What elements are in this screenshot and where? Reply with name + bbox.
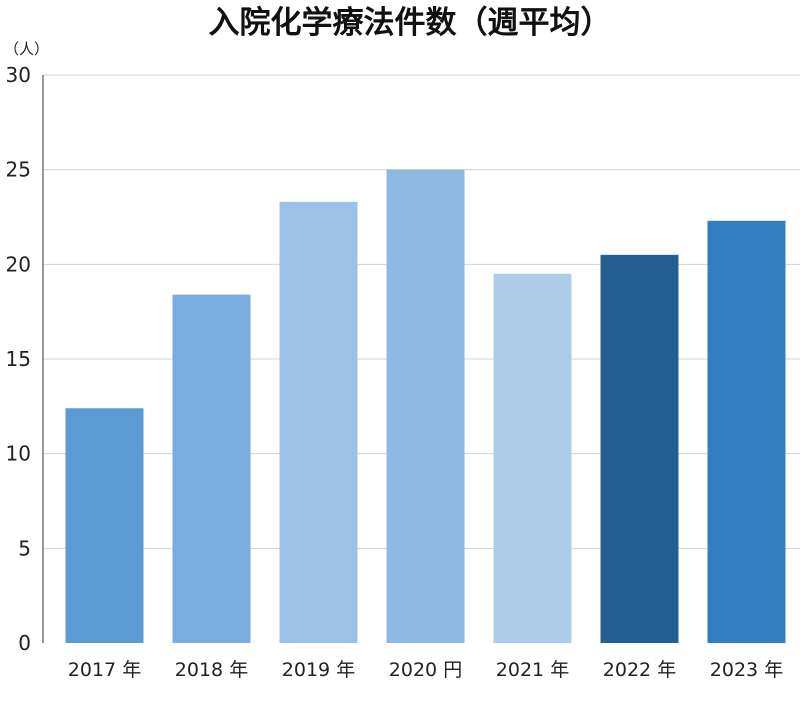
bar <box>279 201 358 643</box>
x-tick-label: 2020 円 <box>389 659 462 681</box>
y-tick-label: 30 <box>6 63 31 87</box>
bar <box>172 294 251 643</box>
x-axis-ticks: 2017 年 2018 年 2019 年 2020 円 2021 年 2022 年 2023… <box>68 659 783 681</box>
x-tick-label: 2019 年 <box>282 659 355 681</box>
bar <box>707 220 786 643</box>
y-axis-ticks: 0 5 10 15 20 25 30 <box>6 63 31 655</box>
bar <box>386 169 465 643</box>
x-tick-label: 2022 年 <box>603 659 676 681</box>
y-tick-label: 15 <box>6 347 31 371</box>
y-tick-label: 25 <box>6 158 31 182</box>
y-axis-unit-label: （人） <box>4 40 49 58</box>
y-tick-label: 5 <box>18 536 31 560</box>
bar <box>600 254 679 643</box>
x-tick-label: 2018 年 <box>175 659 248 681</box>
y-tick-label: 10 <box>6 442 31 466</box>
y-tick-label: 0 <box>18 631 31 655</box>
x-tick-label: 2017 年 <box>68 659 141 681</box>
chart-title: 入院化学療法件数（週平均） <box>209 5 612 41</box>
bars <box>65 169 786 643</box>
x-tick-label: 2023 年 <box>710 659 783 681</box>
x-tick-label: 2021 年 <box>496 659 569 681</box>
bar <box>65 408 144 643</box>
bar <box>493 273 572 643</box>
y-tick-label: 20 <box>6 252 31 276</box>
